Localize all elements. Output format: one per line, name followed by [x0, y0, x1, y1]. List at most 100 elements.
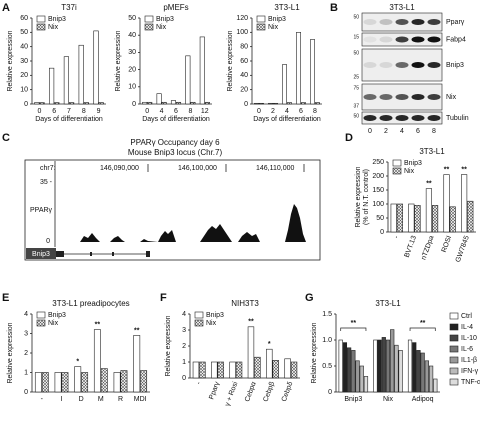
y-axis-label: Relative expression [311, 322, 318, 383]
legend-label: Nix [156, 24, 167, 31]
x-tick-label: 0 [257, 108, 261, 115]
blot-band [379, 115, 393, 121]
chart-title: 3T3-L1 [274, 3, 300, 12]
bar [373, 339, 378, 393]
bar [461, 174, 468, 233]
bar [217, 361, 224, 379]
bar [258, 102, 264, 105]
bar [78, 44, 84, 105]
blot-band [427, 19, 441, 25]
mw-marker: 75 [353, 85, 359, 91]
bar [394, 344, 399, 393]
bar [363, 376, 369, 393]
bar [254, 102, 259, 105]
y-tick-label: 60 [20, 15, 28, 22]
blot-band [427, 94, 441, 100]
legend-label: Ctrl [461, 313, 472, 320]
y-tick-label: 100 [236, 29, 248, 36]
x-tick-label: 6 [174, 108, 178, 115]
legend-swatch [449, 323, 459, 331]
y-axis-label: Relative expression [115, 30, 122, 91]
x-tick-label: Pparγ [208, 380, 221, 400]
significance: ** [420, 320, 426, 327]
chart-title: NIH3T3 [231, 299, 259, 308]
scale-bottom: 0 [46, 238, 50, 245]
legend-label: Nix [404, 168, 415, 175]
x-tick-label: I [61, 396, 63, 403]
bar [156, 93, 162, 105]
blot-band [363, 62, 377, 68]
chart-title: 3T3-L1 [375, 299, 401, 308]
y-tick-label: 60 [240, 58, 248, 65]
panel-label: C [2, 132, 10, 144]
gene-box [26, 248, 56, 259]
significance: ** [134, 327, 140, 334]
track-name: PPARγ [30, 207, 53, 214]
legend-label: TNF-α [461, 379, 480, 386]
y-tick-label: 1.5 [322, 311, 332, 318]
x-tick-label: MDI [134, 396, 147, 403]
bar [342, 342, 348, 393]
protein-label: Tubulin [446, 115, 469, 122]
x-tick-label: 2 [271, 108, 275, 115]
bar [282, 64, 287, 105]
blot-band [395, 94, 409, 100]
y-tick-label: 250 [372, 159, 384, 166]
bar [359, 365, 364, 393]
chart-title: 3T3-L1 [419, 147, 445, 156]
blot-band [395, 19, 409, 25]
y-tick-label: 30 [128, 49, 136, 56]
x-tick-label: 12 [201, 108, 209, 115]
bar [431, 205, 439, 233]
y-tick-label: 10 [20, 87, 28, 94]
blot-band [411, 19, 425, 25]
bar [39, 102, 45, 105]
coord: 146,110,000 [256, 165, 295, 172]
track-panel: PPARγ Occupancy day 6 Mouse Bnip3 locus … [24, 138, 321, 261]
y-tick-label: 1 [24, 369, 28, 376]
x-tick-label: 9 [97, 108, 101, 115]
bar [396, 203, 403, 233]
bar [296, 32, 301, 105]
legend-swatch [449, 378, 459, 386]
bar [310, 39, 315, 105]
panel-label: F [160, 292, 167, 304]
x-tick-label: 0 [37, 108, 41, 115]
blot-title: 3T3-L1 [389, 3, 415, 12]
lane-label: 2 [384, 128, 388, 135]
y-tick-label: 200 [372, 173, 384, 180]
y-tick-label: 4 [24, 311, 28, 318]
y-tick-label: 2 [182, 343, 186, 350]
bar [235, 361, 243, 379]
y-axis-label: Relative expression [227, 30, 234, 91]
x-tick-label: D [79, 396, 84, 403]
legend-label: Bnip3 [206, 312, 224, 319]
y-tick-label: 50 [20, 29, 28, 36]
bar [398, 350, 403, 393]
significance: ** [461, 166, 467, 173]
significance: * [76, 358, 79, 365]
legend-swatch [449, 334, 459, 342]
y-axis-label: Relative expression [7, 30, 14, 91]
blot-band [411, 115, 425, 121]
legend-swatch [194, 319, 204, 327]
x-tick-label: Bnip3 [344, 396, 362, 403]
significance: ** [426, 180, 432, 187]
bar [284, 358, 291, 379]
bar [425, 188, 433, 233]
y-tick-label: 150 [372, 187, 384, 194]
blot-band [363, 94, 377, 100]
bar [286, 102, 292, 105]
bar [433, 378, 438, 393]
x-tick-label: Adipoq [412, 396, 434, 403]
x-tick-label: - [195, 380, 203, 385]
legend-label: Bnip3 [404, 160, 422, 167]
blot-band [379, 62, 393, 68]
bar [74, 366, 82, 393]
bar [161, 101, 167, 105]
bar [83, 102, 89, 105]
bar [113, 372, 121, 393]
x-tick-label: Cebpβ [262, 381, 276, 403]
x-tick-label: - [393, 234, 401, 239]
legend-swatch [144, 15, 154, 23]
